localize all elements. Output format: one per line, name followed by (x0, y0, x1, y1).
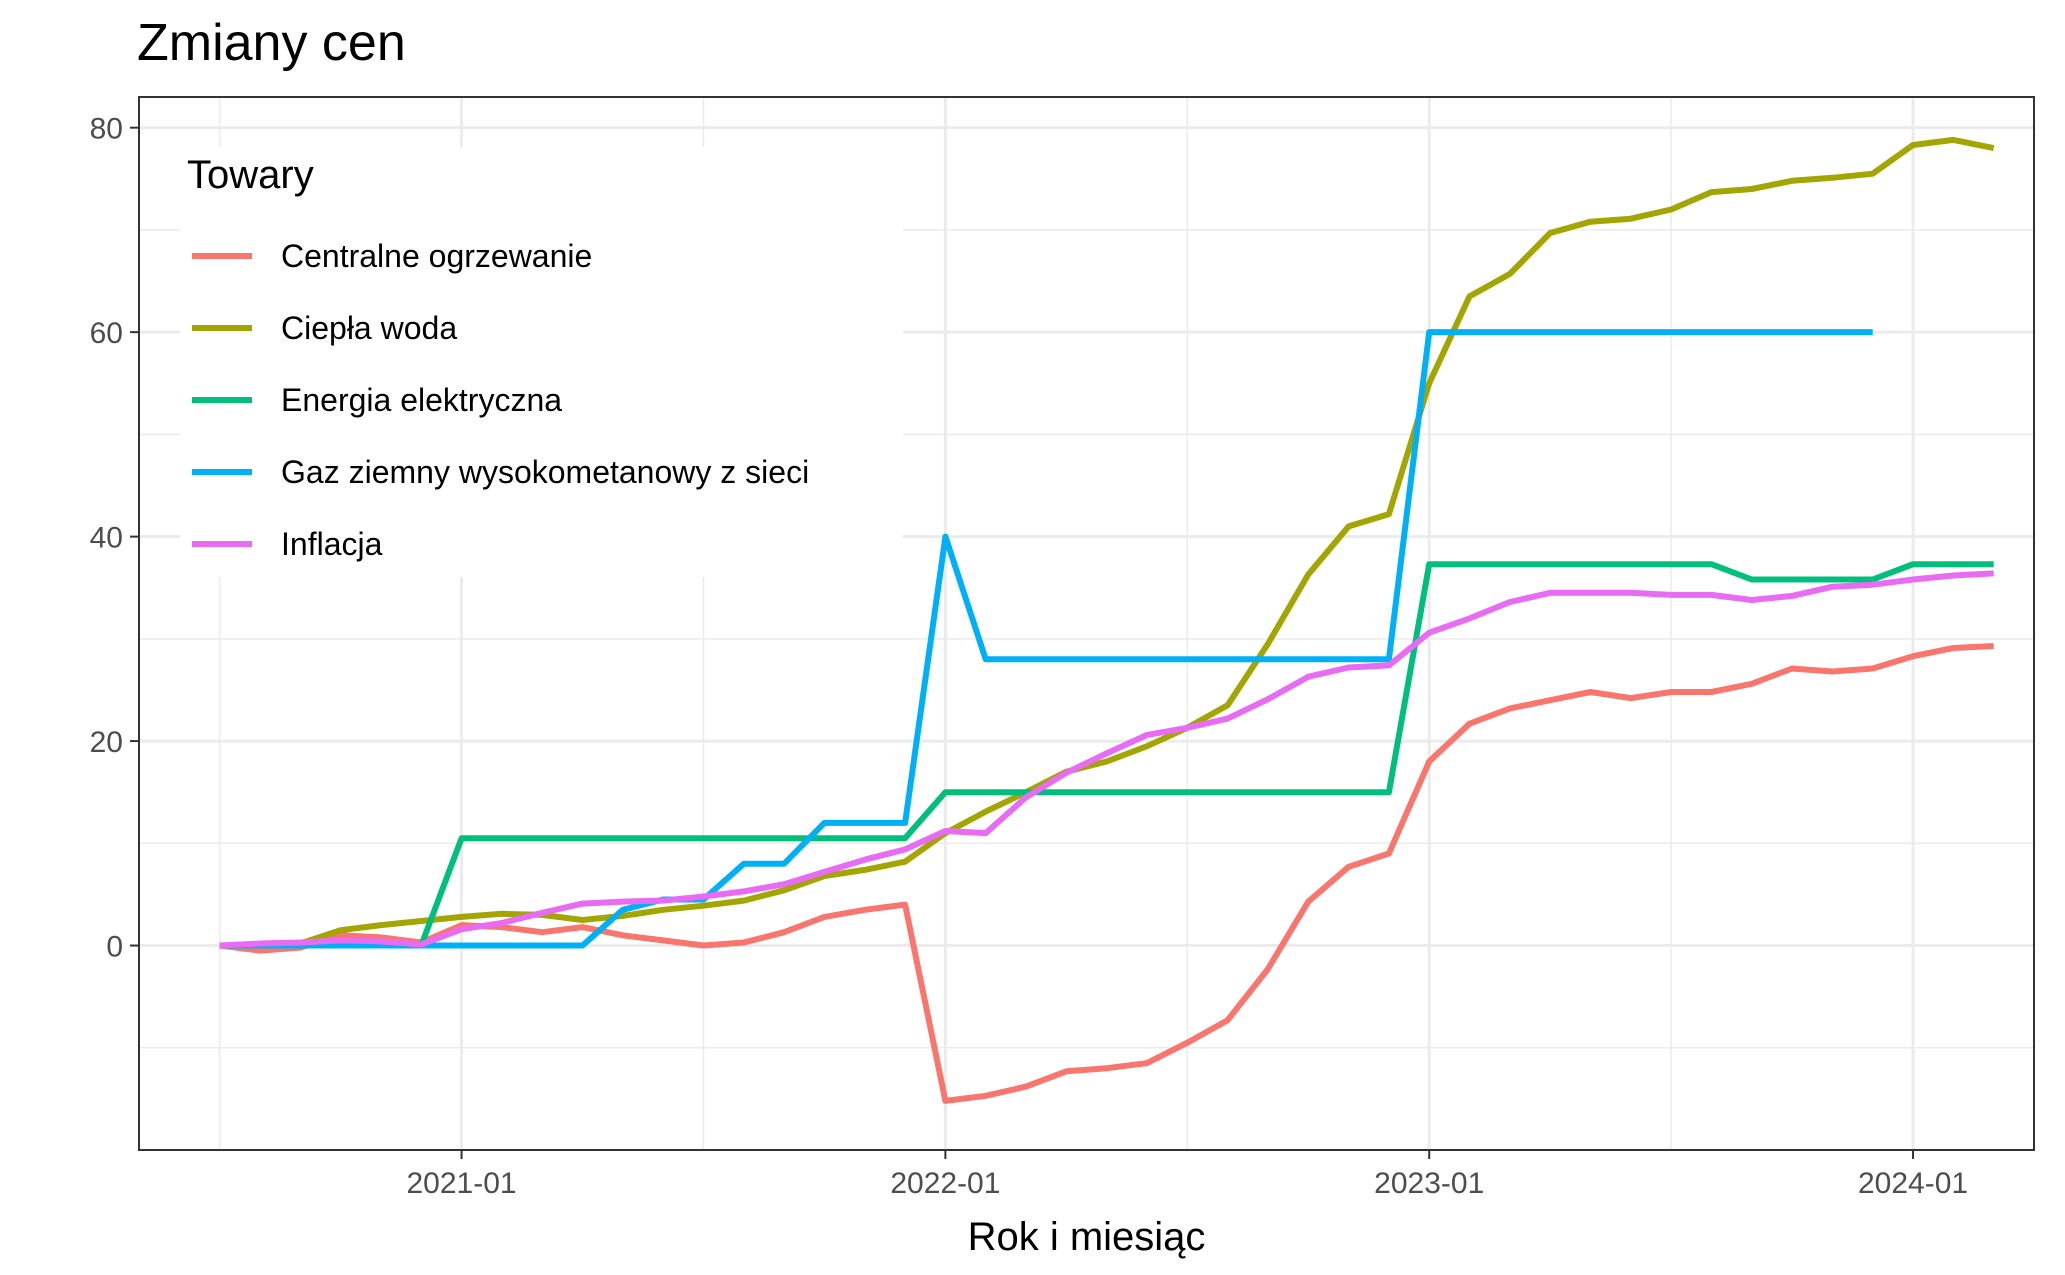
y-axis: 0 20 40 60 80 (90, 113, 139, 964)
y-tick-label: 80 (90, 113, 123, 146)
series-line (219, 136, 1995, 949)
legend: Towary Centralne ogrzewanie Ciepła woda En… (180, 147, 903, 577)
series-line (219, 570, 1994, 949)
y-tick-label: 60 (90, 317, 123, 350)
x-tick-label: 2023-01 (1374, 1167, 1484, 1200)
series-line (219, 643, 1994, 1104)
x-tick-label: 2024-01 (1858, 1167, 1968, 1200)
legend-label: Energia elektryczna (281, 382, 562, 418)
legend-title: Towary (187, 153, 314, 197)
y-tick-label: 40 (90, 522, 123, 555)
x-axis-title: Rok i miesiąc (968, 1215, 1206, 1259)
x-axis: 2021-01 2022-01 2023-01 2024-01 (406, 1150, 1968, 1200)
chart-title: Zmiany cen (137, 14, 406, 72)
legend-background (180, 147, 903, 577)
series-line (219, 329, 1873, 949)
series-lines (219, 136, 1995, 1104)
legend-label: Gaz ziemny wysokometanowy z sieci (281, 454, 809, 490)
legend-label: Centralne ogrzewanie (281, 238, 592, 274)
legend-label: Inflacja (281, 526, 383, 562)
x-tick-label: 2021-01 (406, 1167, 516, 1200)
series-line (219, 561, 1994, 949)
plot-panel-border (138, 96, 2035, 1151)
legend-items: Centralne ogrzewanie Ciepła woda Energia e… (192, 238, 809, 562)
x-tick-label: 2022-01 (890, 1167, 1000, 1200)
y-tick-label: 0 (106, 931, 123, 964)
legend-label: Ciepła woda (281, 310, 457, 346)
y-tick-label: 20 (90, 726, 123, 759)
